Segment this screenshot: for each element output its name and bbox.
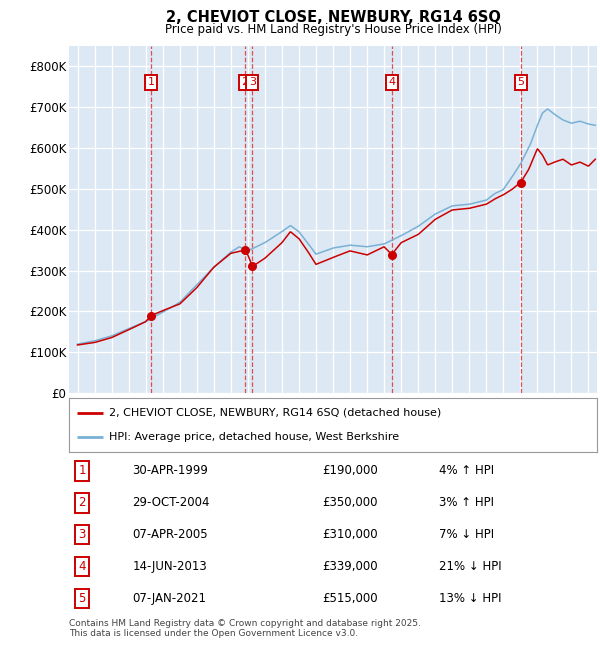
Text: 3: 3 [249,77,256,87]
Text: 4: 4 [388,77,395,87]
Text: Contains HM Land Registry data © Crown copyright and database right 2025.
This d: Contains HM Land Registry data © Crown c… [69,619,421,638]
Text: 2, CHEVIOT CLOSE, NEWBURY, RG14 6SQ: 2, CHEVIOT CLOSE, NEWBURY, RG14 6SQ [166,10,500,25]
Text: £310,000: £310,000 [322,528,378,541]
Text: 4% ↑ HPI: 4% ↑ HPI [439,464,494,477]
Text: 07-APR-2005: 07-APR-2005 [133,528,208,541]
Text: 21% ↓ HPI: 21% ↓ HPI [439,560,501,573]
Text: 3: 3 [79,528,86,541]
Text: 13% ↓ HPI: 13% ↓ HPI [439,592,501,604]
Text: 07-JAN-2021: 07-JAN-2021 [133,592,206,604]
Text: Price paid vs. HM Land Registry's House Price Index (HPI): Price paid vs. HM Land Registry's House … [164,23,502,36]
Text: 30-APR-1999: 30-APR-1999 [133,464,208,477]
Text: £190,000: £190,000 [322,464,378,477]
Text: £515,000: £515,000 [322,592,378,604]
Text: 1: 1 [79,464,86,477]
Text: 14-JUN-2013: 14-JUN-2013 [133,560,207,573]
Text: 7% ↓ HPI: 7% ↓ HPI [439,528,494,541]
Text: 29-OCT-2004: 29-OCT-2004 [133,497,210,510]
Text: 5: 5 [79,592,86,604]
Text: 2: 2 [79,497,86,510]
Text: 2: 2 [241,77,248,87]
Text: 4: 4 [79,560,86,573]
Text: 3% ↑ HPI: 3% ↑ HPI [439,497,494,510]
Text: 5: 5 [517,77,524,87]
Text: 2, CHEVIOT CLOSE, NEWBURY, RG14 6SQ (detached house): 2, CHEVIOT CLOSE, NEWBURY, RG14 6SQ (det… [109,408,441,418]
Text: HPI: Average price, detached house, West Berkshire: HPI: Average price, detached house, West… [109,432,399,443]
Text: 1: 1 [148,77,155,87]
Text: £350,000: £350,000 [322,497,378,510]
Text: £339,000: £339,000 [322,560,378,573]
